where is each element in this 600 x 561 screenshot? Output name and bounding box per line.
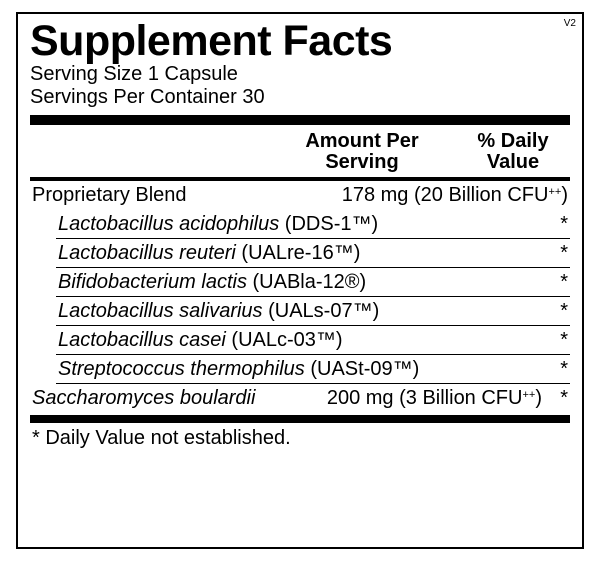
ingredient-name: Lactobacillus casei (UALc-03™) [58,329,343,352]
ingredient-dv: * [550,358,568,381]
servings-per-container: Servings Per Container 30 [30,86,570,109]
sacch-amount: 200 mg (3 Billion CFU++) [311,387,542,410]
ingredient-row: Lactobacillus reuteri (UALre-16™) * [56,239,570,268]
ingredient-dv: * [550,242,568,265]
column-amount-per-serving: Amount Per Serving [282,131,442,173]
ingredient-name: Lactobacillus reuteri (UALre-16™) [58,242,360,265]
ingredient-dv: * [550,300,568,323]
ingredient-row: Lactobacillus casei (UALc-03™) * [56,326,570,355]
ingredient-name: Lactobacillus acidophilus (DDS-1™) [58,213,378,236]
rule-thick-bottom [30,415,570,423]
ingredient-row: Bifidobacterium lactis (UABla-12®) * [56,268,570,297]
proprietary-blend-row: Proprietary Blend 178 mg (20 Billion CFU… [30,181,570,210]
saccharomyces-row: Saccharomyces boulardii 200 mg (3 Billio… [30,384,570,413]
ingredient-dv: * [550,329,568,352]
version-tag: V2 [564,18,576,29]
ingredient-row: Lactobacillus acidophilus (DDS-1™) * [56,210,570,239]
column-dv-l2: Value [487,151,539,173]
ingredient-dv: * [550,271,568,294]
column-amount-l2: Serving [325,151,398,173]
column-daily-value: % Daily Value [458,131,568,173]
serving-size: Serving Size 1 Capsule [30,63,570,86]
column-amount-l1: Amount Per [305,130,418,152]
blend-name: Proprietary Blend [32,184,187,207]
ingredient-name: Lactobacillus salivarius (UALs-07™) [58,300,379,323]
ingredient-row: Lactobacillus salivarius (UALs-07™) * [56,297,570,326]
panel-border: V2 Supplement Facts Serving Size 1 Capsu… [16,12,584,549]
blend-amount: 178 mg (20 Billion CFU++) [332,184,568,207]
panel-title: Supplement Facts [30,20,570,63]
ingredient-row: Streptococcus thermophilus (UASt-09™) * [56,355,570,384]
sacch-name: Saccharomyces boulardii [32,387,255,410]
ingredient-name: Streptococcus thermophilus (UASt-09™) [58,358,419,381]
rule-thick-top [30,115,570,125]
column-headers: Amount Per Serving % Daily Value [30,125,570,177]
column-dv-l1: % Daily [477,130,548,152]
footnote: * Daily Value not established. [30,423,570,450]
supplement-facts-panel: V2 Supplement Facts Serving Size 1 Capsu… [0,0,600,561]
ingredient-name: Bifidobacterium lactis (UABla-12®) [58,271,366,294]
ingredient-dv: * [550,213,568,236]
ingredients-list: Lactobacillus acidophilus (DDS-1™)*Lacto… [30,210,570,384]
sacch-dv: * [548,387,568,410]
